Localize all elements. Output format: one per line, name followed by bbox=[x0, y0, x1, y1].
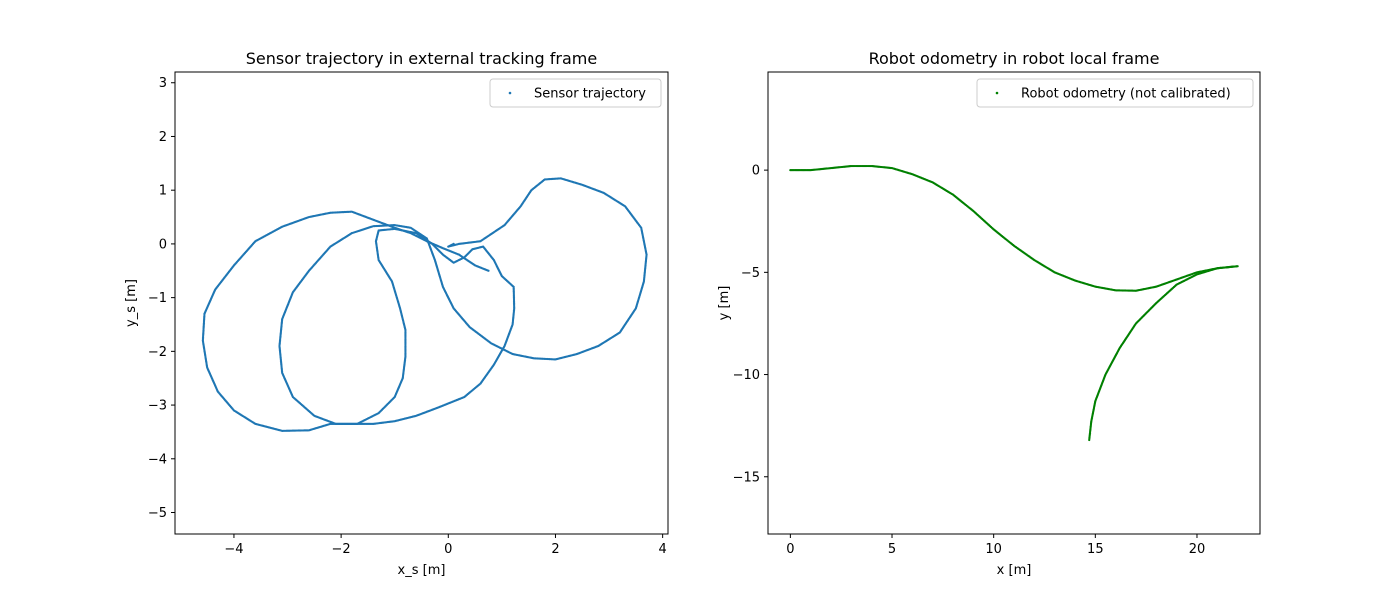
y-tick-label: −10 bbox=[733, 368, 760, 383]
legend-label: Robot odometry (not calibrated) bbox=[1021, 87, 1231, 102]
series-0 bbox=[201, 177, 648, 432]
x-tick-label: 5 bbox=[888, 542, 896, 557]
axes-frame bbox=[767, 71, 1261, 535]
legend-marker bbox=[995, 91, 999, 95]
y-tick-label: 2 bbox=[159, 130, 167, 145]
y-tick-label: −3 bbox=[148, 399, 167, 414]
series-0 bbox=[789, 164, 1239, 442]
chart-title: Robot odometry in robot local frame bbox=[869, 49, 1160, 68]
y-tick-label: 3 bbox=[159, 76, 167, 91]
y-tick-label: −5 bbox=[741, 266, 760, 281]
x-axis-label: x_s [m] bbox=[398, 563, 446, 578]
x-tick-label: −2 bbox=[332, 542, 351, 557]
legend: Sensor trajectory bbox=[489, 78, 662, 108]
x-tick-label: 0 bbox=[444, 542, 452, 557]
legend: Robot odometry (not calibrated) bbox=[976, 78, 1254, 108]
y-tick-label: 1 bbox=[159, 184, 167, 199]
x-tick-label: 20 bbox=[1189, 542, 1206, 557]
y-tick-label: −15 bbox=[733, 470, 760, 485]
x-tick-label: 10 bbox=[985, 542, 1002, 557]
x-axis-label: x [m] bbox=[997, 563, 1032, 578]
chart-robot-odometry: 0 5 10 15 20 −15 −10 −5 0 Robot odometry in robot… bbox=[717, 49, 1261, 578]
y-tick-label: −4 bbox=[148, 452, 167, 467]
data-point bbox=[452, 242, 455, 246]
chart-title: Sensor trajectory in external tracking f… bbox=[246, 49, 597, 68]
data-point bbox=[1088, 438, 1091, 442]
y-tick-label: −1 bbox=[148, 291, 167, 306]
y-tick-label: 0 bbox=[159, 237, 167, 252]
x-tick-label: 0 bbox=[786, 542, 794, 557]
legend-box bbox=[489, 78, 662, 108]
y-tick-label: −5 bbox=[148, 506, 167, 521]
axes-frame bbox=[174, 71, 669, 535]
legend-label: Sensor trajectory bbox=[534, 87, 646, 102]
legend-box bbox=[976, 78, 1254, 108]
x-tick-label: 2 bbox=[551, 542, 559, 557]
y-axis-label: y [m] bbox=[717, 286, 732, 321]
x-tick-label: 4 bbox=[659, 542, 667, 557]
x-tick-label: −4 bbox=[224, 542, 243, 557]
chart-sensor-trajectory: −4 −2 0 2 4 −5 −4 −3 −2 −1 0 1 2 3 Sensor trajectory i… bbox=[124, 49, 669, 578]
y-tick-label: −2 bbox=[148, 345, 167, 360]
y-axis-label: y_s [m] bbox=[124, 279, 139, 327]
y-tick-label: 0 bbox=[752, 164, 760, 179]
legend-marker bbox=[508, 91, 512, 95]
x-tick-label: 15 bbox=[1087, 542, 1104, 557]
